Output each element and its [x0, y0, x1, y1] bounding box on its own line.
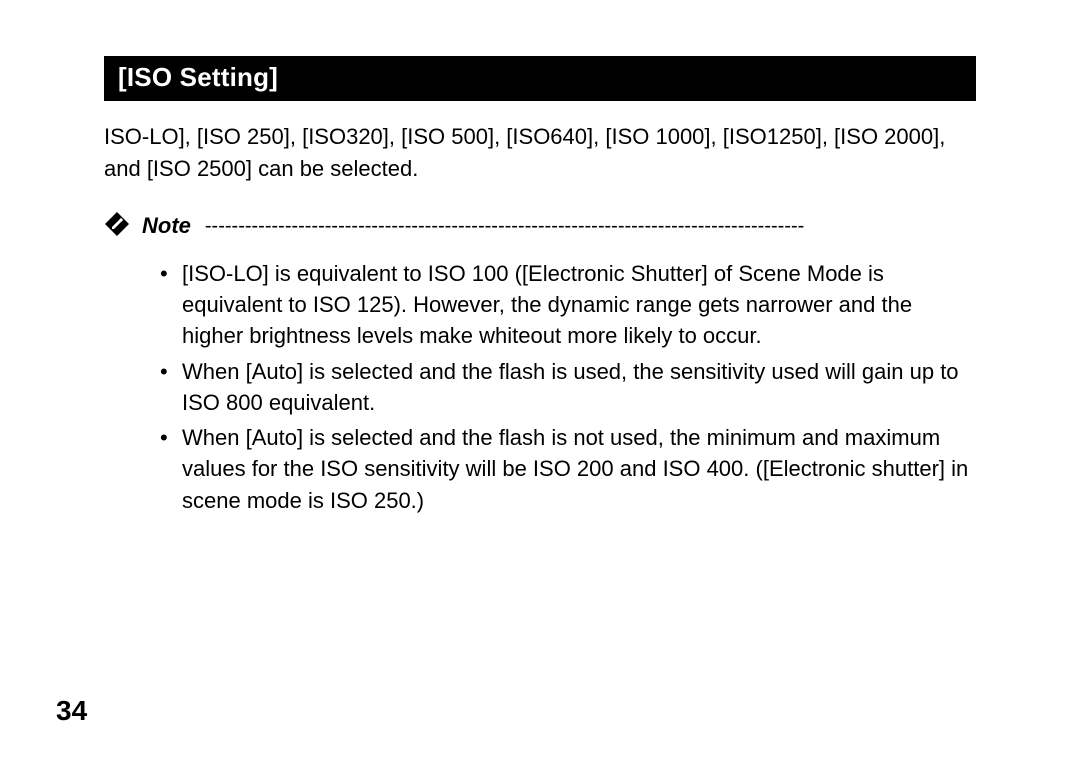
note-dash-rule: ----------------------------------------…: [205, 215, 976, 238]
section-title: [ISO Setting]: [104, 56, 976, 101]
note-pencil-icon: [104, 211, 130, 242]
section-intro-text: ISO-LO], [ISO 250], [ISO320], [ISO 500],…: [104, 121, 976, 185]
note-item: [ISO-LO] is equivalent to ISO 100 ([Elec…: [160, 258, 976, 352]
manual-page: [ISO Setting] ISO-LO], [ISO 250], [ISO32…: [0, 0, 1080, 761]
note-label: Note: [140, 213, 195, 239]
note-list: [ISO-LO] is equivalent to ISO 100 ([Elec…: [160, 258, 976, 516]
note-item: When [Auto] is selected and the flash is…: [160, 356, 976, 418]
note-item: When [Auto] is selected and the flash is…: [160, 422, 976, 516]
page-number: 34: [56, 695, 87, 727]
note-header-row: Note -----------------------------------…: [104, 211, 976, 242]
